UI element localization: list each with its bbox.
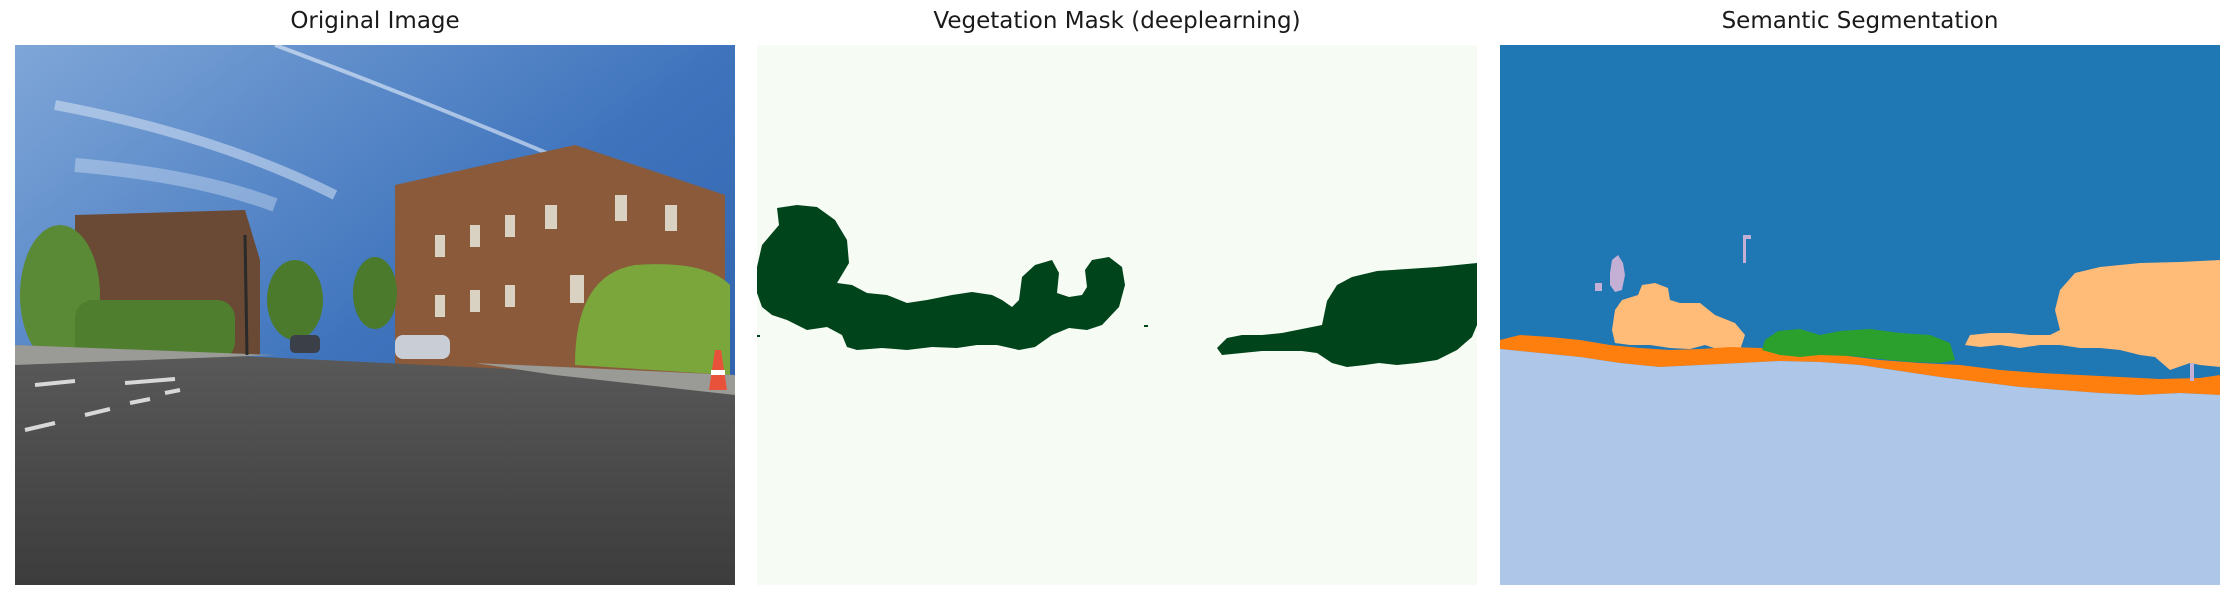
seg-building-right xyxy=(1965,260,2220,370)
left-hedge xyxy=(75,300,235,360)
vegetation-mask-title: Vegetation Mask (deeplearning) xyxy=(933,8,1301,34)
original-image-title: Original Image xyxy=(290,8,460,34)
road xyxy=(15,345,735,585)
vegetation-mask-panel xyxy=(757,45,1477,585)
mask-vegetation-left xyxy=(757,205,1125,350)
right-hedge xyxy=(575,264,730,375)
seg-vegetation xyxy=(1762,329,1955,363)
seg-road xyxy=(1500,349,2220,585)
semantic-segmentation xyxy=(1500,45,2220,585)
segmentation-panel xyxy=(1500,45,2220,585)
seg-pole xyxy=(1610,255,1625,292)
original-image xyxy=(15,45,735,585)
parked-car xyxy=(395,335,450,359)
sidewalk xyxy=(475,363,735,395)
seg-building-left xyxy=(1612,283,1745,350)
original-image-panel xyxy=(15,45,735,585)
segmentation-title: Semantic Segmentation xyxy=(1721,8,1999,34)
vegetation-mask xyxy=(757,45,1477,585)
mask-vegetation-right xyxy=(1217,263,1477,367)
